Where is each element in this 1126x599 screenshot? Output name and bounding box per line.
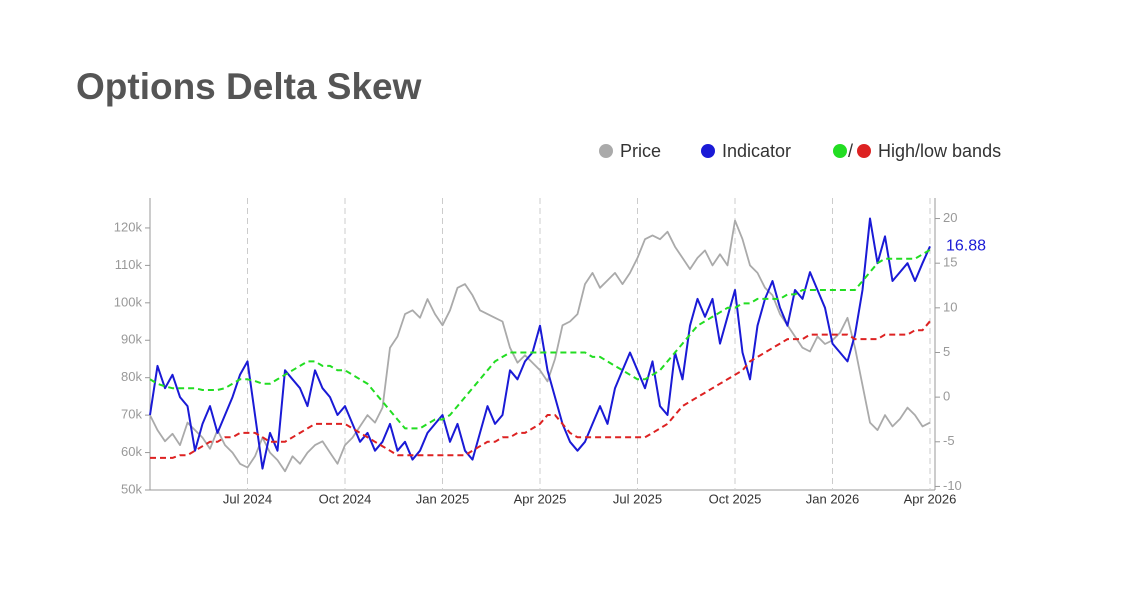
y2-tick-label: 0 — [943, 389, 950, 404]
y2-tick-label: 15 — [943, 255, 957, 270]
legend-dot — [857, 144, 871, 158]
legend-label: Indicator — [722, 141, 791, 161]
y2-tick-label: -10 — [943, 478, 962, 493]
x-tick-label: Jan 2025 — [416, 491, 470, 506]
legend-separator: / — [848, 141, 853, 161]
y2-tick-label: 5 — [943, 344, 950, 359]
x-tick-label: Jul 2025 — [613, 491, 662, 506]
x-tick-label: Jan 2026 — [806, 491, 860, 506]
x-tick-label: Apr 2025 — [514, 491, 567, 506]
y-tick-label: 80k — [121, 369, 142, 384]
y2-tick-label: 10 — [943, 299, 957, 314]
series-line — [149, 217, 931, 470]
legend-dot — [701, 144, 715, 158]
last-value-label: 16.88 — [946, 238, 986, 255]
legend-label: High/low bands — [878, 141, 1001, 161]
legend: Price Indicator / High/low bands — [599, 141, 1001, 161]
y2-tick-label: 20 — [943, 210, 957, 225]
legend-dot — [599, 144, 613, 158]
x-tick-label: Apr 2026 — [904, 491, 957, 506]
y-tick-label: 110k — [115, 257, 143, 272]
x-tick-label: Jul 2024 — [223, 491, 272, 506]
y2-tick-label: -5 — [943, 433, 955, 448]
y-tick-label: 100k — [114, 294, 143, 309]
last-value-box — [940, 236, 994, 257]
y-tick-label: 90k — [121, 332, 142, 347]
y-tick-label: 70k — [121, 407, 142, 422]
x-tick-label: Oct 2024 — [319, 491, 372, 506]
band-line — [150, 320, 931, 459]
y-tick-label: 60k — [121, 444, 142, 459]
x-tick-label: Oct 2025 — [709, 491, 762, 506]
series-line — [149, 219, 931, 473]
legend-label: Price — [620, 141, 661, 161]
chart-title: Options Delta Skew — [76, 66, 422, 107]
y-tick-label: 120k — [114, 219, 143, 234]
y-tick-label: 50k — [121, 481, 142, 496]
legend-dot — [833, 144, 847, 158]
